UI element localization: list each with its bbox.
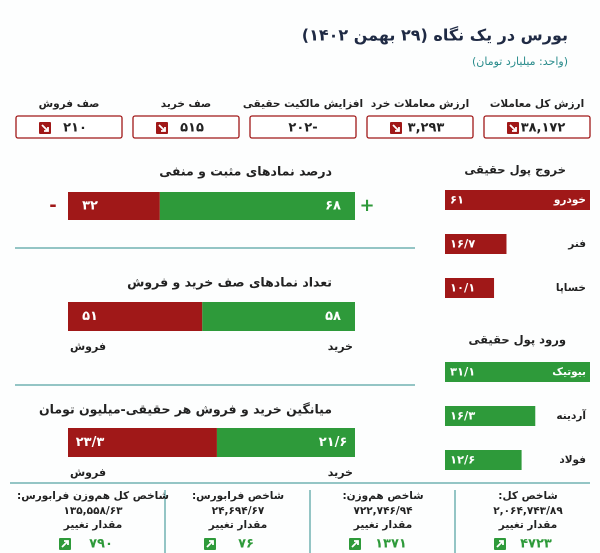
flow-bar — [445, 406, 536, 426]
index-name: شاخص کل: — [498, 490, 558, 502]
flow-name: خساپا — [556, 282, 586, 294]
flow-title: ورود پول حقیقی — [468, 333, 566, 348]
positive-label: ۶۸ — [325, 199, 341, 214]
flow-value: ۱۲/۶ — [450, 453, 475, 467]
index-value: ۲,۰۶۴,۷۴۳/۸۹ — [493, 505, 563, 517]
bar-title: میانگین خرید و فروش هر حقیقی-میلیون توما… — [39, 402, 332, 417]
flow-bar — [445, 190, 590, 210]
bar-title: درصد نمادهای مثبت و منفی — [159, 164, 332, 179]
summary-label: افزایش مالکیت حقیقی — [243, 98, 363, 110]
change-label: مقدار تغییر — [63, 519, 122, 531]
title: بورس در یک نگاه (۲۹ بهمن ۱۴۰۲) — [302, 26, 568, 45]
index-value: ۷۲۲,۷۴۶/۹۴ — [353, 505, 413, 517]
flow-bar — [445, 450, 522, 470]
flow-name: فولاد — [559, 454, 586, 466]
change-label: مقدار تغییر — [353, 519, 412, 531]
negative-bar — [68, 192, 160, 220]
change-value: ۴۷۲۳ — [520, 537, 552, 552]
negative-caption: فروش — [70, 340, 106, 353]
flow-value: ۶۱ — [450, 193, 464, 207]
negative-bar — [68, 302, 203, 331]
negative-label: ۵۱ — [82, 309, 98, 324]
arrow-glyph — [496, 540, 504, 548]
summary-label: صف فروش — [39, 98, 100, 110]
negative-label: ۲۳/۳ — [76, 435, 105, 450]
positive-label: ۲۱/۶ — [319, 435, 348, 450]
arrow-glyph — [351, 540, 359, 548]
positive-label: ۵۸ — [325, 309, 341, 324]
change-label: مقدار تغییر — [208, 519, 267, 531]
flow-name: فنر — [567, 238, 586, 250]
summary-value: ۳,۲۹۳ — [408, 121, 445, 136]
summary-value: ۲۱۰ — [63, 121, 87, 136]
arrow-glyph — [392, 124, 400, 132]
flow-title: خروج پول حقیقی — [464, 163, 566, 178]
flow-value: ۱۶/۳ — [450, 409, 475, 423]
negative-sign: - — [49, 195, 56, 216]
arrow-glyph — [206, 540, 214, 548]
summary-value: -۲۰۲ — [288, 121, 317, 136]
subtitle: (واحد: میلیارد تومان) — [472, 55, 568, 68]
negative-label: ۳۲ — [82, 199, 98, 214]
index-name: شاخص هم‌وزن: — [342, 490, 423, 502]
positive-bar — [216, 428, 355, 457]
negative-caption: فروش — [70, 466, 106, 479]
positive-caption: خرید — [328, 340, 353, 353]
flow-value: ۱۰/۱ — [450, 281, 475, 295]
arrow-glyph — [61, 540, 69, 548]
bar-title: تعداد نمادهای صف خرید و فروش — [127, 275, 332, 290]
flow-bar — [445, 234, 507, 254]
flow-value: ۳۱/۱ — [450, 365, 475, 379]
summary-value: ۳۸,۱۷۲ — [521, 121, 566, 136]
summary-value: ۵۱۵ — [180, 121, 204, 136]
index-value: ۱۳۵,۵۵۸/۶۳ — [63, 505, 123, 517]
arrow-glyph — [509, 124, 517, 132]
summary-label: صف خرید — [161, 98, 211, 110]
flow-bar — [445, 278, 495, 298]
index-name: شاخص فرابورس: — [192, 490, 284, 502]
flow-value: ۱۶/۷ — [450, 237, 475, 251]
index-value: ۲۴,۶۹۴/۶۷ — [212, 505, 265, 517]
summary-label: ارزش کل معاملات — [490, 98, 584, 110]
change-value: ۱۳۷۱ — [375, 537, 407, 552]
negative-bar — [68, 428, 217, 457]
flow-name: خودرو — [553, 194, 586, 206]
summary-box — [249, 115, 357, 139]
change-value: ۷۹۰ — [89, 537, 113, 552]
flow-name: آردینه — [556, 409, 586, 422]
change-value: ۷۶ — [238, 537, 254, 552]
positive-caption: خرید — [328, 466, 353, 479]
summary-label: ارزش معاملات خرد — [371, 98, 469, 110]
arrow-glyph — [41, 124, 49, 132]
positive-bar — [159, 192, 355, 220]
flow-name: بیوتیک — [552, 366, 586, 378]
index-name: شاخص کل هم‌وزن فرابورس: — [17, 490, 169, 502]
arrow-glyph — [158, 124, 166, 132]
positive-bar — [202, 302, 355, 331]
positive-sign: + — [359, 195, 374, 216]
flow-bar — [445, 362, 590, 382]
change-label: مقدار تغییر — [498, 519, 557, 531]
